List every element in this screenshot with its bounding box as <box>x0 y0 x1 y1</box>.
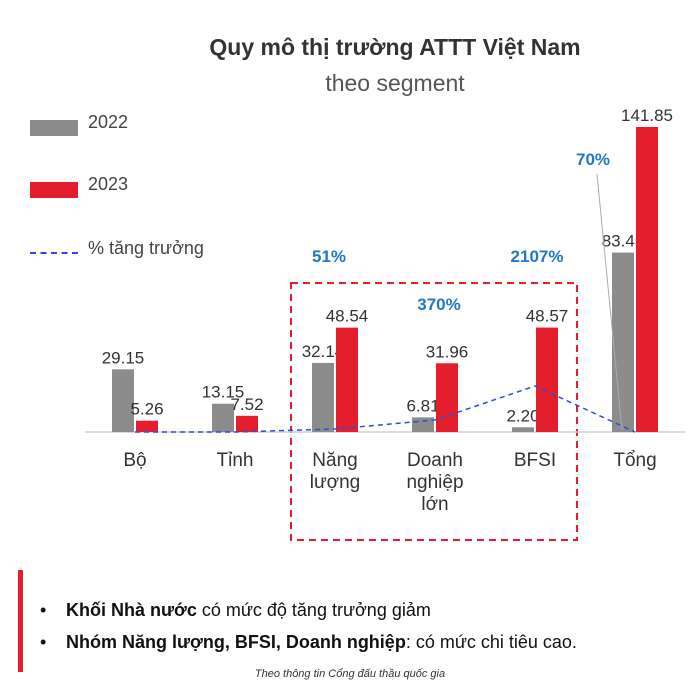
bullet-dot-icon: • <box>40 600 47 620</box>
legend-swatch-2023 <box>30 182 78 198</box>
note-bold: Khối Nhà nước <box>66 600 197 620</box>
data-label-2023: 7.52 <box>230 395 263 414</box>
x-tick-label: Tổng <box>613 450 656 471</box>
source-note: Theo thông tin Cổng đấu thầu quốc gia <box>254 668 446 680</box>
bar-2022-2 <box>312 362 334 432</box>
x-tick-label: Bộ <box>123 450 146 471</box>
x-tick-label: lớn <box>421 494 448 515</box>
x-tick-label: BFSI <box>514 450 556 471</box>
data-label-2023: 141.85 <box>621 106 673 125</box>
notes-panel: • Khối Nhà nước có mức độ tăng trưởng giả… <box>18 570 688 672</box>
bullet-dot-icon: • <box>40 632 47 652</box>
legend-label-growth: % tăng trưởng <box>88 238 204 258</box>
bar-2023-0 <box>136 420 158 432</box>
bar-2022-5 <box>612 252 634 432</box>
data-label-2022: 32.14 <box>302 342 345 361</box>
data-label-2023: 31.96 <box>426 342 469 361</box>
chart-title: Quy mô thị trường ATTT Việt Nam <box>209 34 581 60</box>
bar-2022-4 <box>512 427 534 432</box>
legend-dash-growth <box>30 252 78 254</box>
note-bold: Nhóm Năng lượng, BFSI, Doanh nghiệp <box>66 632 406 652</box>
legend-swatch-2022 <box>30 120 78 136</box>
x-tick-label: Tỉnh <box>217 450 254 471</box>
data-label-2022: 2.20 <box>506 406 539 425</box>
data-label-2023: 48.54 <box>326 307 369 326</box>
bar-2023-4 <box>536 327 558 432</box>
growth-label: 51% <box>312 247 346 266</box>
bar-2022-1 <box>212 403 234 432</box>
data-label-2023: 48.57 <box>526 307 569 326</box>
note-text: có mức độ tăng trưởng giảm <box>196 600 431 620</box>
highlight-box <box>290 282 578 541</box>
x-tick-label: nghiệp <box>406 472 463 493</box>
data-label-2022: 83.45 <box>602 232 645 251</box>
notes-accent-bar <box>18 570 23 672</box>
growth-label: 70% <box>576 150 610 169</box>
chart-plot: 29.15 5.26 Bộ 13.157.52 Tỉnh 32.14 48.54 Nănglư… <box>85 106 685 541</box>
note-item: • Khối Nhà nước có mức độ tăng trưởng giả… <box>40 600 431 621</box>
bar-2022-3 <box>412 417 434 432</box>
data-label-2023: 5.26 <box>130 400 163 419</box>
growth-label: 370% <box>417 295 460 314</box>
note-text: : có mức chi tiêu cao. <box>405 632 577 652</box>
x-tick-label: Doanh <box>407 450 463 471</box>
data-label-2022: 6.81 <box>406 396 439 415</box>
data-label-2022: 29.15 <box>102 348 145 367</box>
bar-2023-2 <box>336 327 358 432</box>
legend-label-2023: 2023 <box>88 174 129 194</box>
bar-2023-1 <box>236 415 258 432</box>
growth-label: 2107% <box>511 247 564 266</box>
x-tick-label: lượng <box>310 472 361 493</box>
bar-2023-3 <box>436 363 458 432</box>
chart-subtitle: theo segment <box>325 70 465 96</box>
legend-label-2022: 2022 <box>88 112 129 132</box>
data-label-2022: 13.15 <box>202 383 245 402</box>
note-item: • Nhóm Năng lượng, BFSI, Doanh nghiệp: có… <box>40 632 577 653</box>
x-tick-label: Năng <box>312 450 357 471</box>
bar-2022-0 <box>112 369 134 432</box>
growth-line <box>135 385 636 433</box>
bar-2023-5 <box>636 127 658 432</box>
growth-leader-line <box>596 173 623 431</box>
